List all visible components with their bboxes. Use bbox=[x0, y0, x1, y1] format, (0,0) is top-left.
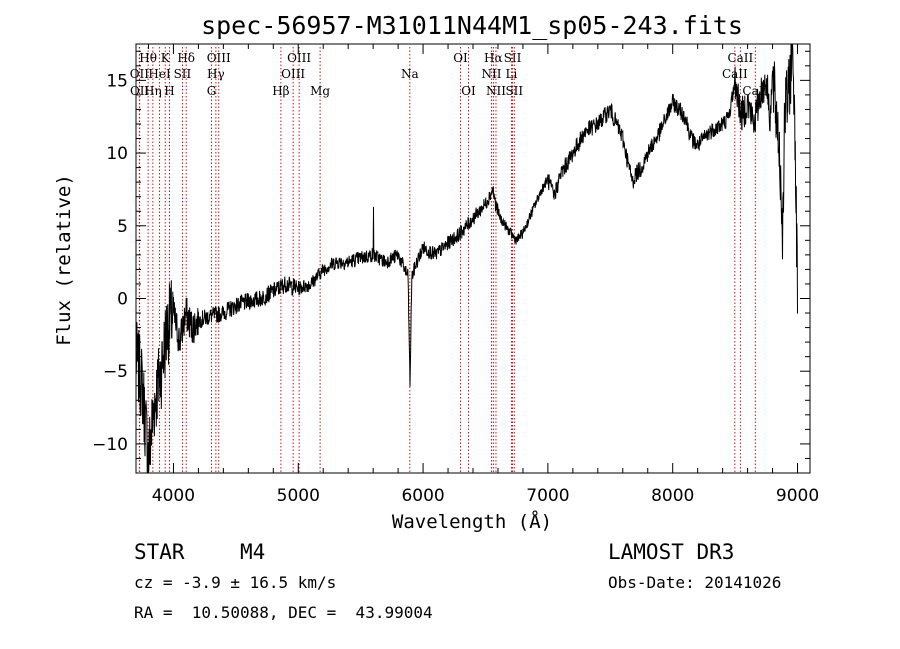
spectral-line-label: OII bbox=[130, 67, 150, 81]
spectral-line-label: OIII bbox=[207, 51, 231, 65]
survey-label: LAMOST DR3 bbox=[608, 540, 735, 564]
spectral-line-label: Hβ bbox=[272, 84, 289, 98]
spectral-line-label: Hη bbox=[144, 84, 162, 98]
spectral-line-label: SII bbox=[505, 84, 523, 98]
observation-date: Obs-Date: 20141026 bbox=[608, 573, 782, 592]
chart-title: spec-56957-M31011N44M1_sp05-243.fits bbox=[201, 11, 743, 40]
y-axis-label: Flux (relative) bbox=[53, 174, 75, 346]
spectral-line-label: Hγ bbox=[207, 67, 225, 81]
spectral-line-label: Li bbox=[506, 67, 518, 81]
spectral-line-label: Mg bbox=[310, 84, 330, 98]
plot-frame bbox=[135, 43, 811, 474]
spectrum-series bbox=[135, 43, 798, 474]
plot-axes: 4000 5000 6000 7000 8000 9000 −10 −5 0 5 10 15 bbox=[92, 43, 819, 506]
spectral-line-label: K bbox=[161, 51, 171, 65]
spectral-line-label: Na bbox=[401, 67, 419, 81]
y-tick-label: 10 bbox=[106, 144, 128, 164]
x-axis-label: Wavelength (Å) bbox=[392, 510, 552, 533]
spectral-line-label: OI bbox=[461, 84, 476, 98]
spectral-line-label: NII bbox=[486, 84, 506, 98]
x-tick-label: 8000 bbox=[651, 486, 694, 506]
y-tick-label: 0 bbox=[117, 289, 128, 309]
x-tick-label: 4000 bbox=[152, 486, 195, 506]
spectral-line-label: SII bbox=[504, 51, 522, 65]
spectral-line-label: OIII bbox=[287, 51, 311, 65]
object-subclass: M4 bbox=[240, 540, 266, 564]
spectrum-line bbox=[135, 43, 798, 474]
spectral-line-label: Hθ bbox=[139, 51, 157, 65]
x-tick-label: 5000 bbox=[277, 486, 320, 506]
y-tick-label: −10 bbox=[92, 435, 128, 455]
spectral-line-label: Hα bbox=[484, 51, 503, 65]
y-tick-label: 15 bbox=[106, 71, 128, 91]
coordinates: RA = 10.50088, DEC = 43.99004 bbox=[134, 603, 433, 622]
spectral-line-label: CaII bbox=[727, 51, 753, 65]
y-tick-label: −5 bbox=[103, 362, 128, 382]
spectral-line-label: NII bbox=[481, 67, 501, 81]
spectral-line-label: OII bbox=[130, 84, 150, 98]
spectral-line-label: H bbox=[164, 84, 174, 98]
spectral-line-label: OIII bbox=[281, 67, 305, 81]
spectral-line-label: HeI bbox=[148, 67, 171, 81]
spectral-line-label: OI bbox=[453, 51, 468, 65]
x-tick-label: 9000 bbox=[776, 486, 819, 506]
x-tick-label: 6000 bbox=[401, 486, 444, 506]
spectral-line-label: Hδ bbox=[177, 51, 195, 65]
x-tick-label: 7000 bbox=[526, 486, 569, 506]
spectral-line-label: G bbox=[207, 84, 217, 98]
spectral-line-label: SII bbox=[174, 67, 192, 81]
object-class: STAR bbox=[134, 540, 185, 564]
redshift-cz: cz = -3.9 ± 16.5 km/s bbox=[134, 573, 337, 592]
y-tick-label: 5 bbox=[117, 217, 128, 237]
